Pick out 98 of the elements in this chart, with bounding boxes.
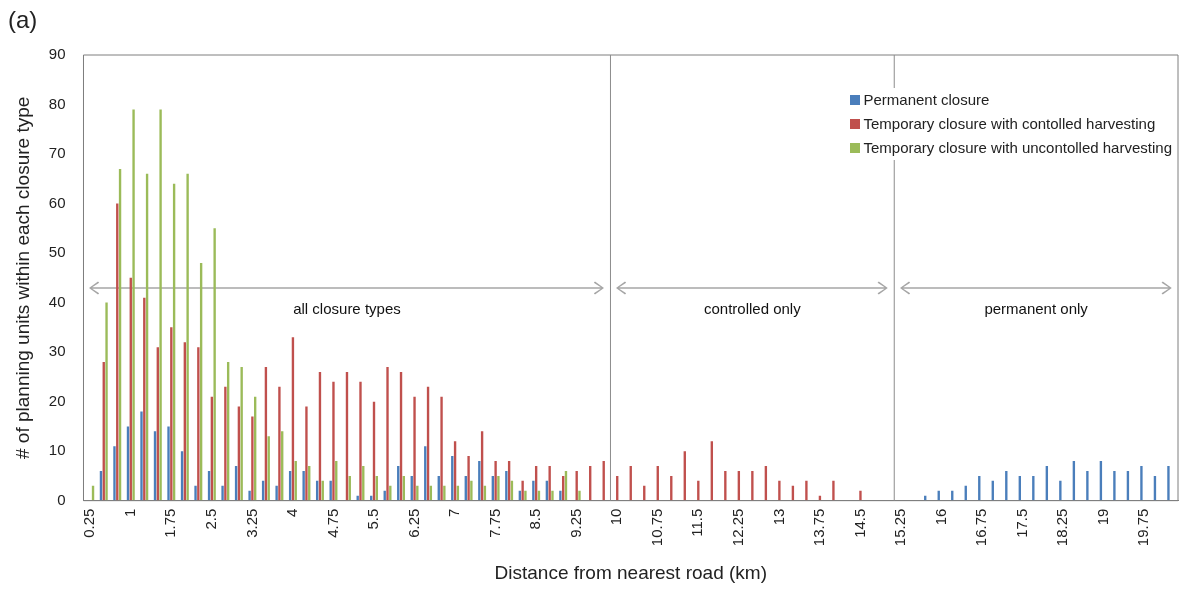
chart-title: (a) (8, 6, 38, 34)
bar (224, 386, 227, 501)
bar (521, 480, 524, 501)
x-tick-label: 7.75 (485, 508, 503, 538)
x-tick-label: 5.5 (364, 508, 382, 530)
bar (548, 466, 551, 501)
bar (524, 490, 527, 501)
x-tick-label: 2.5 (201, 508, 219, 530)
legend-label: Temporary closure with uncontolled harvesting (863, 138, 1172, 158)
bar (359, 381, 362, 501)
y-tick-label: 0 (57, 490, 66, 508)
x-tick-label: 13.75 (810, 508, 828, 547)
x-tick-label: 17.5 (1012, 508, 1030, 538)
bar (386, 366, 389, 501)
x-tick-label: 10 (607, 508, 625, 526)
bar (751, 470, 754, 501)
x-tick-label: 18.25 (1053, 508, 1071, 547)
bar (1086, 470, 1089, 501)
y-tick-label: 30 (48, 342, 66, 360)
x-tick-label: 9.25 (566, 508, 584, 538)
bar (1140, 466, 1143, 501)
y-tick-label: 40 (48, 292, 66, 310)
bar (805, 480, 808, 501)
bar (248, 490, 251, 501)
bar (167, 426, 170, 501)
bar (470, 480, 473, 501)
bar (559, 490, 562, 501)
y-axis-title: # of planning units within each closure type (11, 96, 33, 459)
bar (832, 480, 835, 501)
y-tick-label: 50 (48, 243, 66, 261)
bar (240, 366, 243, 501)
x-tick-label: 16 (931, 508, 949, 526)
x-tick-label: 4.75 (323, 508, 341, 538)
x-tick-label: 19.75 (1134, 508, 1152, 547)
bar (413, 396, 416, 501)
x-tick-label: 1.75 (161, 508, 179, 538)
bar (197, 347, 200, 501)
x-tick-label: 1 (120, 508, 138, 518)
x-tick-label: 19 (1093, 508, 1111, 526)
x-tick-label: 11.5 (688, 508, 706, 537)
bar (113, 446, 116, 501)
bar (140, 411, 143, 501)
x-tick-label: 13 (769, 508, 787, 526)
x-tick-label: 3.25 (242, 508, 260, 538)
bar (1113, 470, 1116, 501)
bar (278, 386, 281, 501)
x-tick-label: 14.5 (850, 508, 868, 538)
x-tick-label: 12.25 (728, 508, 746, 547)
bar (778, 480, 781, 501)
annotation: permanent only (983, 299, 1089, 317)
bar (302, 470, 305, 501)
bar (329, 480, 332, 501)
bar (467, 456, 470, 501)
bar (724, 470, 727, 501)
y-tick-label: 20 (48, 391, 66, 409)
x-tick-label: 8.5 (526, 508, 544, 530)
bar (1167, 466, 1170, 501)
bar (859, 490, 862, 501)
x-tick-label: 0.25 (80, 508, 98, 538)
x-tick-label: 7 (445, 508, 463, 518)
bar (332, 381, 335, 501)
bar (213, 228, 216, 501)
y-tick-label: 90 (48, 45, 66, 63)
bar (170, 327, 173, 501)
bar (1032, 475, 1035, 501)
y-tick-label: 70 (48, 144, 66, 162)
bar (305, 406, 308, 501)
bar (251, 416, 254, 501)
bar (578, 490, 581, 501)
annotation: all closure types (292, 299, 402, 317)
x-tick-label: 4 (283, 508, 301, 518)
bar (416, 485, 419, 501)
bar (132, 109, 135, 501)
legend-label: Permanent closure (863, 90, 990, 110)
bar (186, 173, 189, 501)
legend-label: Temporary closure with contolled harvesting (863, 114, 1156, 134)
x-tick-label: 16.75 (972, 508, 990, 547)
bar (497, 475, 500, 501)
bar (159, 109, 162, 501)
bar (1059, 480, 1062, 501)
bar (494, 461, 497, 501)
bar (194, 485, 197, 501)
bar (440, 396, 443, 501)
bar (532, 480, 535, 501)
y-tick-label: 60 (48, 193, 66, 211)
x-tick-label: 6.25 (404, 508, 422, 538)
x-tick-label: 15.25 (891, 508, 909, 547)
bar (443, 485, 446, 501)
bar (105, 302, 108, 501)
y-tick-label: 10 (48, 441, 66, 459)
bar (505, 470, 508, 501)
x-tick-label: 10.75 (647, 508, 665, 547)
bar (221, 485, 224, 501)
bar (275, 485, 278, 501)
x-axis-title: Distance from nearest road (km) (494, 561, 767, 583)
bar (551, 490, 554, 501)
y-tick-label: 80 (48, 94, 66, 112)
annotation: controlled only (702, 299, 802, 317)
